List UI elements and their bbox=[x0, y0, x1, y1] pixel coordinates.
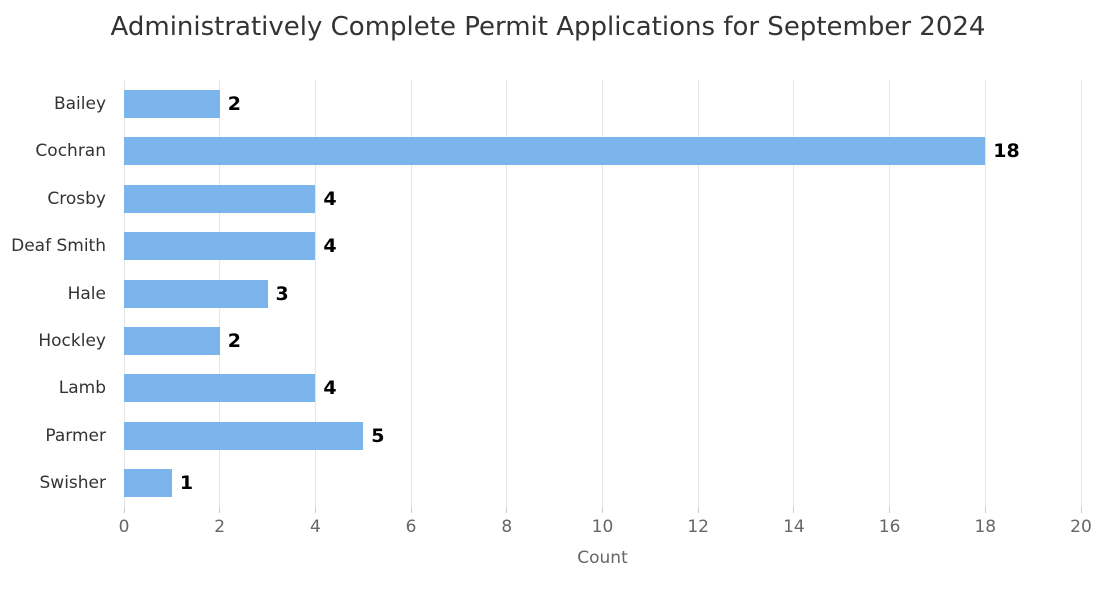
gridline bbox=[602, 80, 603, 507]
x-axis-tick bbox=[602, 507, 603, 513]
x-axis-tick-label: 10 bbox=[591, 517, 614, 537]
x-axis-tick-label: 0 bbox=[118, 517, 130, 537]
gridline bbox=[984, 80, 986, 507]
category-label-parmer: Parmer bbox=[45, 425, 106, 446]
x-axis-tick bbox=[793, 507, 795, 513]
bar-hale[interactable] bbox=[124, 279, 268, 308]
x-axis-tick-label: 4 bbox=[309, 517, 321, 537]
bar-deaf-smith[interactable] bbox=[124, 232, 316, 261]
x-axis-tick-label: 20 bbox=[1070, 517, 1092, 537]
x-axis-tick bbox=[410, 507, 412, 513]
bar-value-label-hale: 3 bbox=[275, 282, 289, 305]
gridline bbox=[889, 80, 891, 507]
bar-value-label-bailey: 2 bbox=[227, 92, 241, 115]
category-label-deaf-smith: Deaf Smith bbox=[11, 236, 106, 257]
x-axis-tick-label: 2 bbox=[214, 517, 226, 537]
bar-cochran[interactable] bbox=[124, 137, 986, 166]
gridline bbox=[793, 80, 795, 507]
category-label-hockley: Hockley bbox=[38, 330, 106, 351]
x-axis-tick-label: 14 bbox=[783, 517, 805, 537]
gridline bbox=[410, 80, 412, 507]
x-axis-tick bbox=[219, 507, 221, 513]
bar-lamb[interactable] bbox=[124, 374, 316, 403]
bar-value-label-hockley: 2 bbox=[227, 329, 241, 352]
category-label-bailey: Bailey bbox=[53, 93, 106, 114]
x-axis-tick bbox=[697, 507, 699, 513]
bar-crosby[interactable] bbox=[124, 184, 316, 213]
bar-value-label-cochran: 18 bbox=[993, 140, 1020, 163]
x-axis-tick bbox=[1080, 507, 1082, 513]
x-axis-tick bbox=[123, 507, 125, 513]
category-label-hale: Hale bbox=[67, 283, 106, 304]
x-axis-tick-label: 8 bbox=[501, 517, 513, 537]
gridline bbox=[314, 80, 316, 507]
x-axis-tick-label: 12 bbox=[687, 517, 710, 537]
gridline bbox=[697, 80, 699, 507]
bar-value-label-crosby: 4 bbox=[323, 187, 337, 210]
category-label-cochran: Cochran bbox=[35, 141, 106, 162]
x-axis-tick bbox=[314, 507, 316, 513]
category-label-lamb: Lamb bbox=[58, 378, 106, 399]
x-axis-tick bbox=[984, 507, 986, 513]
bar-parmer[interactable] bbox=[124, 421, 364, 450]
x-axis-tick-label: 16 bbox=[878, 517, 901, 537]
bar-value-label-swisher: 1 bbox=[179, 472, 194, 495]
category-label-crosby: Crosby bbox=[47, 188, 106, 209]
plot-area: 0 2 4 6 8 10 12 14 16 18 20 Bailey 2 Cochran 18 Crosby 4… bbox=[11, 80, 1092, 537]
gridline bbox=[506, 80, 508, 507]
chart-title: Administratively Complete Permit Applica… bbox=[110, 12, 986, 42]
bar-value-label-parmer: 5 bbox=[371, 424, 385, 447]
x-axis-tick bbox=[889, 507, 891, 513]
x-axis-tick-label: 18 bbox=[974, 517, 997, 537]
bar-bailey[interactable] bbox=[124, 89, 220, 118]
bar-hockley[interactable] bbox=[124, 326, 220, 355]
x-axis-tick bbox=[506, 507, 508, 513]
bar-value-label-lamb: 4 bbox=[323, 377, 337, 400]
bar-swisher[interactable] bbox=[124, 469, 172, 498]
x-axis-title: Count bbox=[577, 548, 628, 568]
bar-value-label-deaf-smith: 4 bbox=[323, 235, 337, 258]
x-axis-tick-label: 6 bbox=[405, 517, 417, 537]
gridline bbox=[1080, 80, 1082, 507]
category-label-swisher: Swisher bbox=[39, 473, 107, 494]
